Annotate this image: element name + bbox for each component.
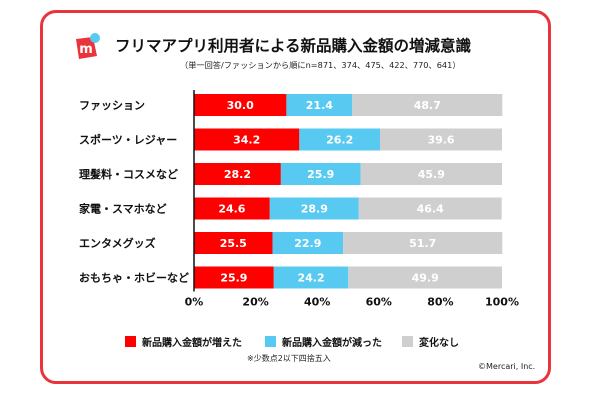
data-label: 28.2 bbox=[224, 168, 251, 181]
legend-label-unchanged: 変化なし bbox=[419, 338, 459, 349]
category-label: 家電・スマホなど bbox=[79, 202, 167, 216]
bar-segment-increased bbox=[194, 94, 287, 116]
category-label: ファッション bbox=[79, 99, 145, 112]
chart-frame bbox=[40, 10, 551, 384]
category-label: エンタメグッズ bbox=[79, 236, 156, 250]
x-tick-label: 0% bbox=[185, 296, 204, 309]
bar-segment-unchanged bbox=[352, 94, 503, 116]
data-label: 45.9 bbox=[418, 168, 445, 181]
copyright-credit: ©Mercari, Inc. bbox=[478, 362, 536, 371]
category-label: 理髪料・コスメなど bbox=[79, 167, 178, 181]
category-label: スポーツ・レジャー bbox=[79, 133, 177, 147]
data-label: 24.2 bbox=[297, 272, 324, 285]
bar-segment-increased bbox=[194, 232, 273, 254]
data-label: 39.6 bbox=[427, 134, 454, 147]
bar-segment-unchanged bbox=[348, 266, 502, 289]
legend-swatch-increased bbox=[125, 336, 136, 347]
data-label: 46.4 bbox=[417, 203, 444, 216]
bar-segment-increased bbox=[194, 266, 274, 289]
x-tick-label: 100% bbox=[485, 296, 519, 309]
legend-item-decreased: 新品購入金額が減った bbox=[265, 334, 382, 349]
legend-swatch-unchanged bbox=[402, 336, 413, 347]
data-label: 25.5 bbox=[220, 237, 247, 250]
bar-segment-decreased bbox=[280, 163, 361, 185]
svg-text:m: m bbox=[79, 42, 93, 57]
legend-swatch-decreased bbox=[265, 336, 276, 347]
bar-segment-unchanged bbox=[358, 197, 502, 220]
data-label: 34.2 bbox=[233, 134, 260, 147]
bar-segment-increased bbox=[194, 128, 300, 151]
data-label: 30.0 bbox=[227, 99, 254, 112]
chart-subtitle: （単一回答/ファッションから順にn=871、374、475、422、770、64… bbox=[180, 60, 461, 70]
rounding-note: ※少数点2以下四捨五入 bbox=[247, 354, 331, 363]
x-tick-label: 40% bbox=[304, 296, 330, 309]
data-label: 48.7 bbox=[414, 99, 441, 112]
data-label: 24.6 bbox=[218, 203, 245, 216]
data-label: 51.7 bbox=[409, 237, 436, 250]
bar-segment-unchanged bbox=[380, 128, 502, 151]
category-label: おもちゃ・ホビーなど bbox=[79, 271, 189, 285]
legend-label-increased: 新品購入金額が増えた bbox=[142, 338, 242, 349]
data-label: 25.9 bbox=[307, 168, 334, 181]
bar-segment-unchanged bbox=[360, 163, 502, 185]
bar-segment-increased bbox=[194, 163, 281, 185]
legend-label-decreased: 新品購入金額が減った bbox=[282, 338, 382, 349]
bar-segment-decreased bbox=[286, 94, 353, 116]
chart-title: フリマアプリ利用者による新品購入金額の増減意識 bbox=[115, 37, 472, 55]
data-label: 21.4 bbox=[306, 99, 333, 112]
bar-segment-unchanged bbox=[343, 232, 503, 254]
bar-segment-decreased bbox=[273, 266, 349, 289]
bar-segment-increased bbox=[194, 197, 270, 220]
data-label: 22.9 bbox=[294, 237, 321, 250]
x-tick-label: 20% bbox=[242, 296, 268, 309]
data-label: 26.2 bbox=[326, 134, 353, 147]
data-label: 25.9 bbox=[220, 272, 247, 285]
bar-segment-decreased bbox=[272, 232, 344, 254]
data-label: 28.9 bbox=[301, 203, 328, 216]
legend-item-unchanged: 変化なし bbox=[402, 334, 459, 349]
x-tick-label: 80% bbox=[427, 296, 453, 309]
legend-item-increased: 新品購入金額が増えた bbox=[125, 334, 242, 349]
bar-segment-decreased bbox=[299, 128, 381, 151]
mercari-logo-icon: m bbox=[76, 33, 100, 59]
x-tick-label: 60% bbox=[366, 296, 392, 309]
data-label: 49.9 bbox=[412, 272, 439, 285]
bar-segment-decreased bbox=[269, 197, 359, 220]
